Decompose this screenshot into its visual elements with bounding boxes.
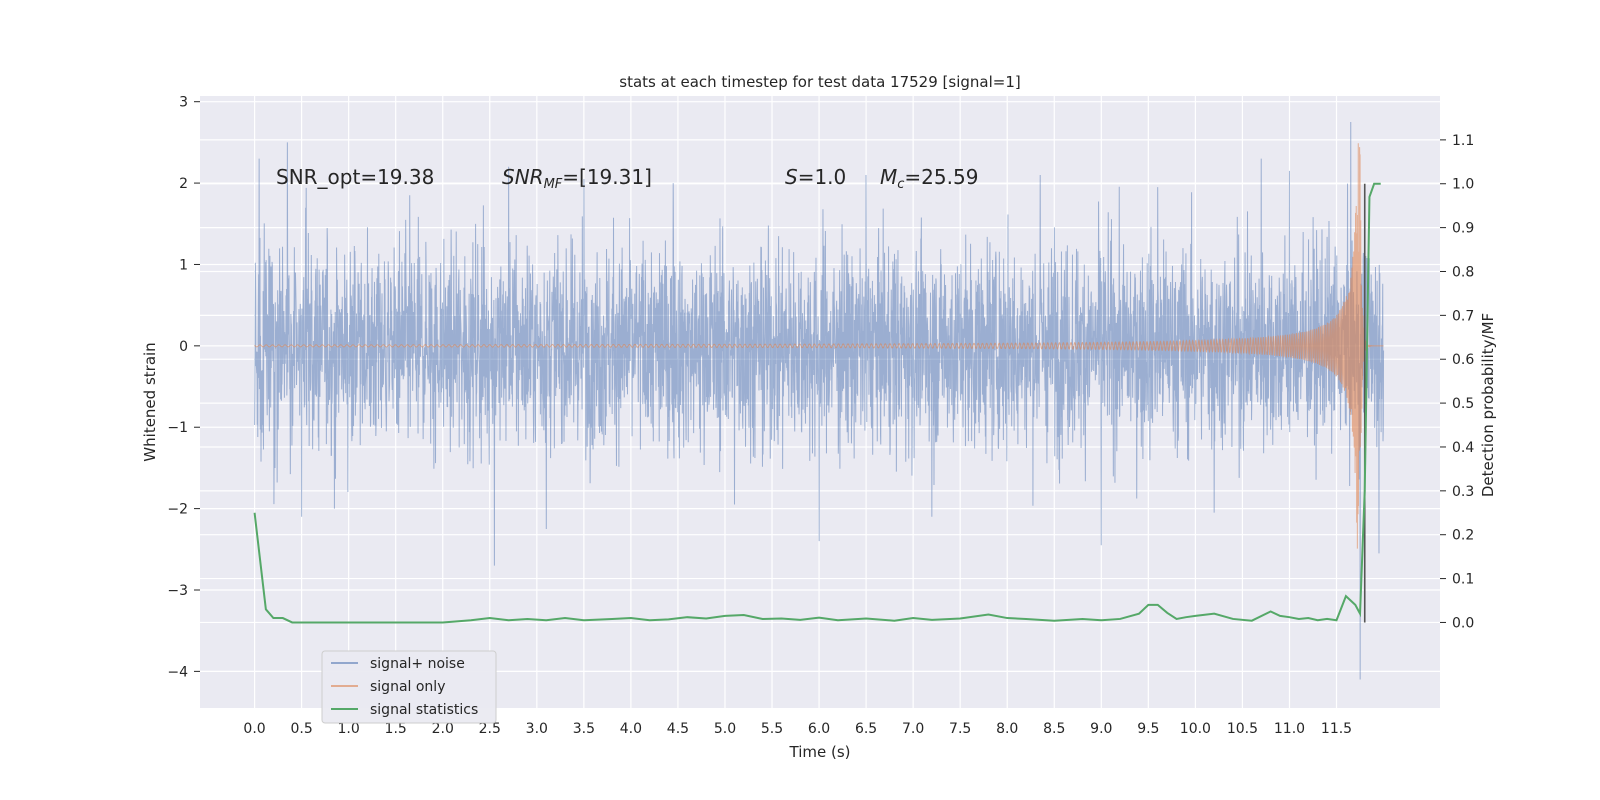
x-tick-label: 4.5	[667, 721, 689, 737]
x-tick-label: 3.5	[573, 721, 595, 737]
y-tick-label: −3	[167, 583, 188, 599]
annotation-snr-mf-sub: MF	[544, 177, 563, 192]
x-tick-label: 2.5	[479, 721, 501, 737]
y2-axis-label: Detection probability/MF	[1479, 313, 1497, 497]
y2-tick-label: 0.2	[1452, 528, 1474, 544]
annotation-snr-mf-val: =[19.31]	[562, 165, 652, 189]
annotation-mc-sub: c	[897, 177, 904, 192]
x-tick-label: 5.0	[714, 721, 736, 737]
x-tick-label: 8.0	[996, 721, 1018, 737]
x-tick-label: 5.5	[761, 721, 783, 737]
y-tick-label: 0	[179, 339, 188, 355]
x-tick-labels: 0.0 0.5 1.0 1.5 2.0 2.5 3.0 3.5 4.0 4.5 5.0 5.5 6.0 6…	[243, 721, 1352, 737]
series-signal-only	[254, 143, 1384, 549]
x-tick-label: 9.0	[1090, 721, 1112, 737]
y2-tick-label: 1.1	[1452, 133, 1474, 149]
annotation-snr-mf-base: SNR	[502, 165, 544, 189]
y-tick-label: −1	[167, 420, 188, 436]
x-tick-label: 6.0	[808, 721, 830, 737]
annotation-snr-opt: SNR_opt=19.38	[276, 165, 434, 189]
y-tick-labels: 3 2 1 0 −1 −2 −3 −4	[167, 95, 200, 680]
legend-label-signal-noise: signal+ noise	[370, 656, 465, 672]
series-signal-noise	[254, 122, 1385, 680]
legend-label-signal-only: signal only	[370, 679, 445, 695]
x-tick-label: 2.0	[432, 721, 454, 737]
annotation-s: S=1.0	[785, 165, 846, 189]
y2-tick-label: 0.0	[1452, 615, 1474, 631]
grid	[200, 96, 1440, 708]
x-tick-label: 6.5	[855, 721, 877, 737]
x-tick-label: 11.0	[1274, 721, 1305, 737]
y-tick-label: 2	[179, 176, 188, 192]
x-tick-label: 0.0	[243, 721, 265, 737]
y2-tick-label: 0.4	[1452, 440, 1474, 456]
y2-tick-label: 0.8	[1452, 264, 1474, 280]
y-tick-label: −2	[167, 502, 188, 518]
x-tick-label: 1.5	[385, 721, 407, 737]
x-tick-label: 10.0	[1180, 721, 1211, 737]
x-tick-label: 4.0	[620, 721, 642, 737]
y2-tick-label: 1.0	[1452, 177, 1474, 193]
chart-title: stats at each timestep for test data 175…	[619, 73, 1020, 91]
annotation-snr-mf: SNRMF=[19.31]	[502, 165, 652, 192]
legend-label-signal-statistics: signal statistics	[370, 702, 478, 718]
y-tick-label: 1	[179, 257, 188, 273]
series-signal-statistics	[253, 182, 1381, 624]
y-tick-label: −4	[167, 664, 188, 680]
annotation-mc-sym: M	[880, 165, 897, 189]
x-tick-label: 7.0	[902, 721, 924, 737]
x-tick-label: 1.0	[338, 721, 360, 737]
legend: signal+ noise signal only signal statist…	[321, 650, 497, 724]
y2-tick-label: 0.6	[1452, 352, 1474, 368]
y2-tick-label: 0.5	[1452, 396, 1474, 412]
x-tick-label: 3.0	[526, 721, 548, 737]
x-tick-label: 9.5	[1137, 721, 1159, 737]
x-axis-label: Time (s)	[789, 743, 851, 761]
y2-tick-labels: 1.1 1.0 0.9 0.8 0.7 0.6 0.5 0.4 0.3 0.2 0.1 0.0	[1440, 133, 1474, 631]
y2-tick-label: 0.9	[1452, 221, 1474, 237]
annotation-s-sym: S	[785, 165, 798, 189]
y-tick-label: 3	[179, 95, 188, 111]
x-tick-label: 8.5	[1043, 721, 1065, 737]
x-tick-label: 10.5	[1227, 721, 1258, 737]
annotation-mc: Mc=25.59	[880, 165, 978, 192]
legend-box	[321, 650, 497, 724]
x-tick-label: 0.5	[290, 721, 312, 737]
annotation-s-val: =1.0	[798, 165, 847, 189]
x-tick-label: 11.5	[1321, 721, 1352, 737]
y2-tick-label: 0.1	[1452, 572, 1474, 588]
y-axis-label: Whitened strain	[141, 342, 159, 461]
y2-tick-label: 0.3	[1452, 484, 1474, 500]
y2-tick-label: 0.7	[1452, 308, 1474, 324]
annotation-mc-val: =25.59	[904, 165, 978, 189]
x-tick-label: 7.5	[949, 721, 971, 737]
